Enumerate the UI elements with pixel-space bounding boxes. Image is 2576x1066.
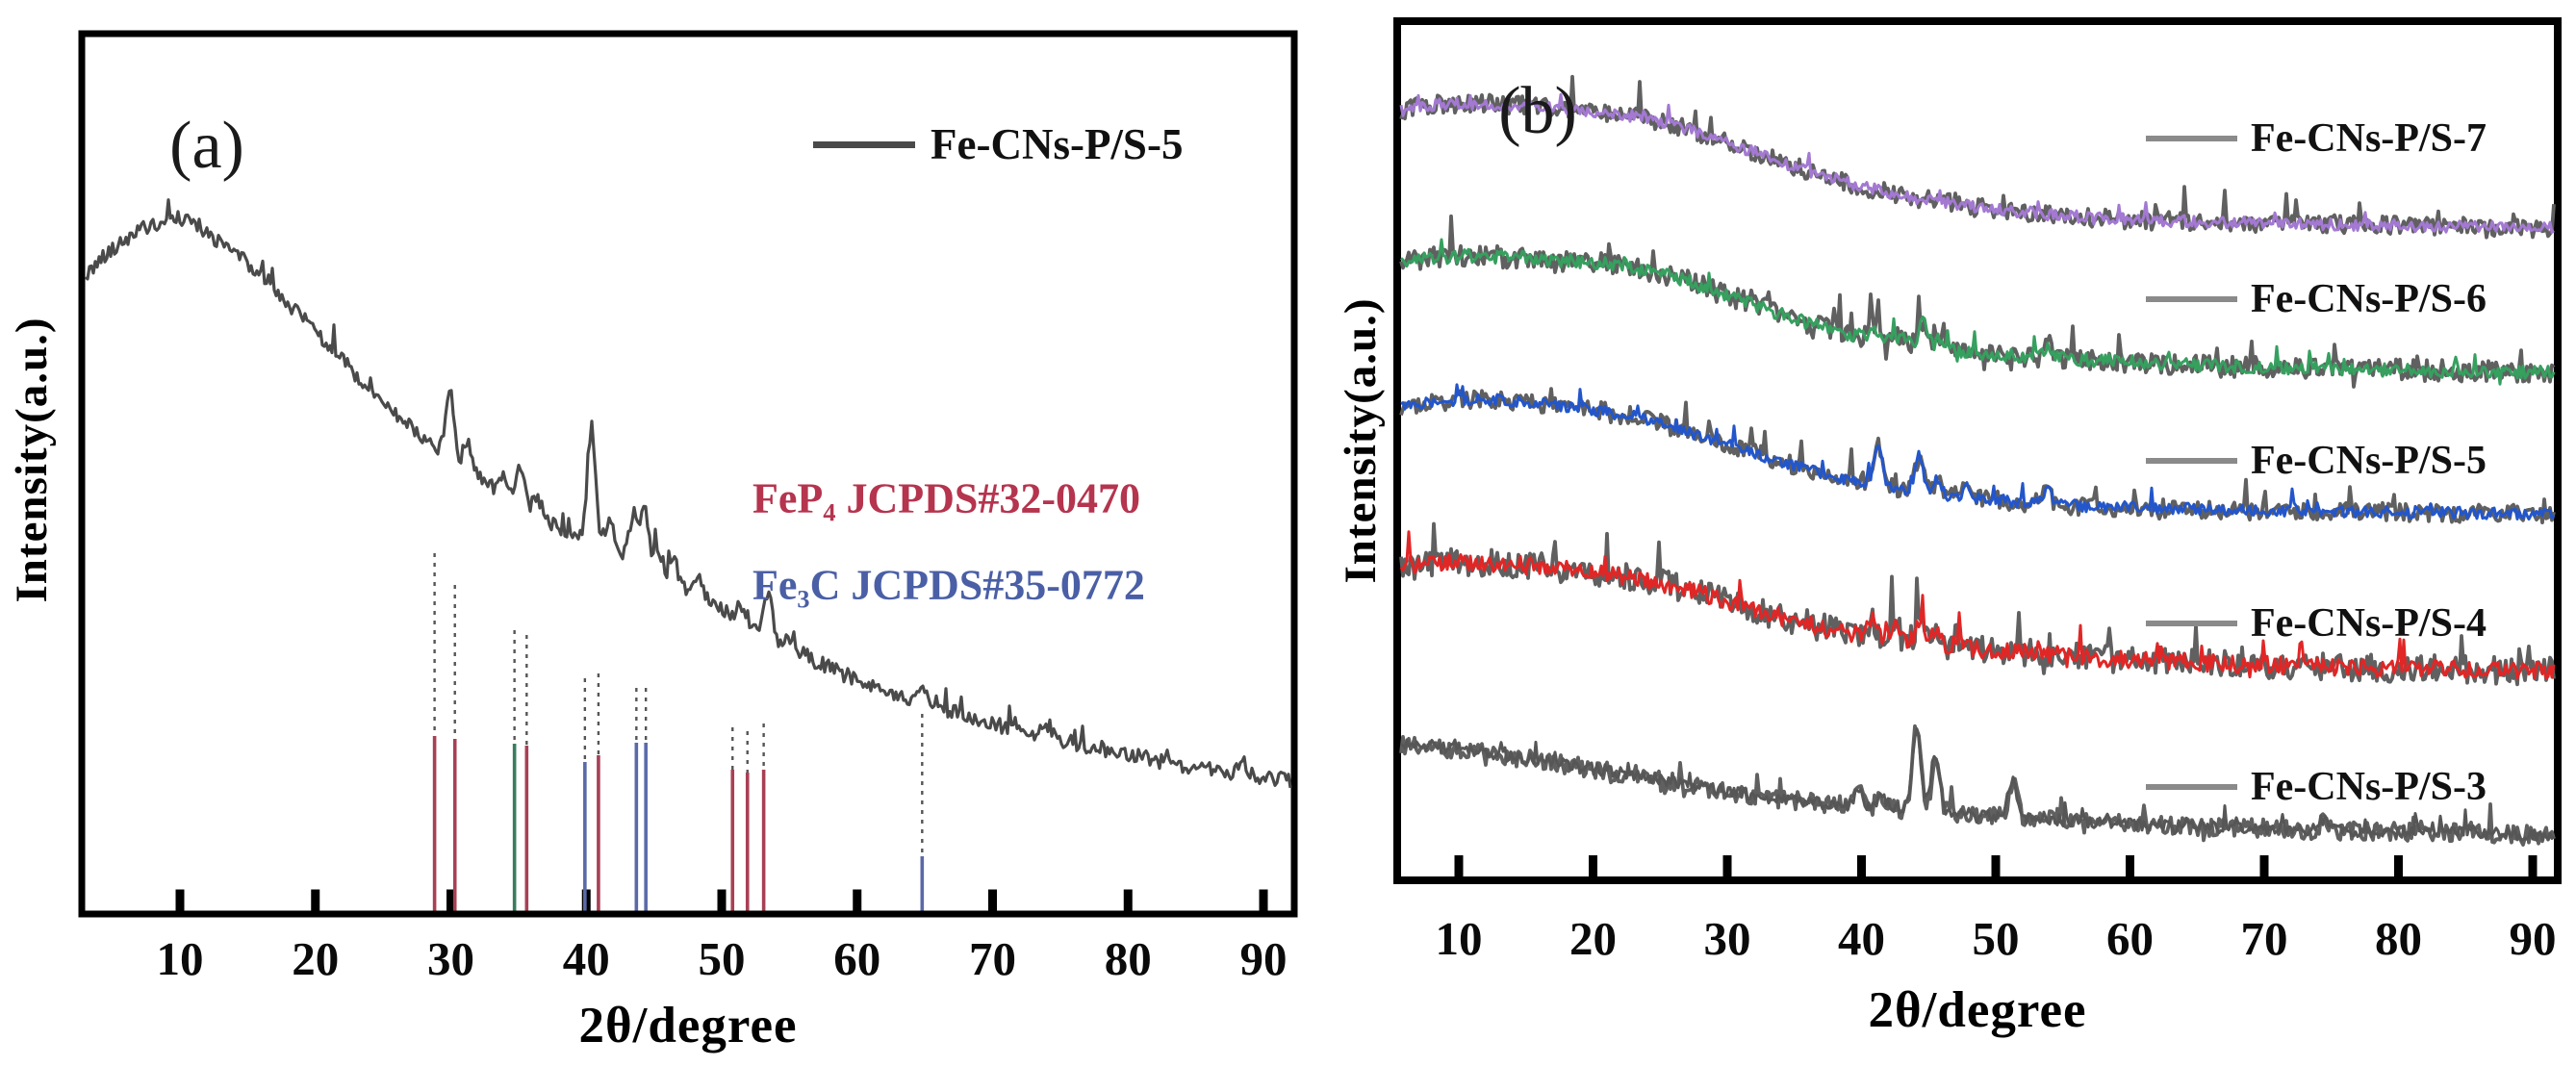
x-tick-label: 90 [2510, 912, 2557, 965]
xrd-curve-Fe-CNs-P/S-4 [1399, 530, 2556, 680]
reference-annotation-fe3c: Fe₃C JCPDS#35-0772 [752, 561, 1145, 609]
xrd-curve-Fe-CNs-P/S-3 [1400, 727, 2556, 842]
x-tick-label: 90 [1240, 932, 1288, 985]
x-tick [988, 889, 997, 911]
legend-label: Fe-CNs-P/S-5 [2251, 439, 2487, 483]
x-tick-label: 10 [157, 932, 204, 985]
legend-label: Fe-CNs-P/S-4 [2251, 601, 2487, 646]
x-tick-label: 30 [427, 932, 474, 985]
x-tick [2259, 855, 2269, 876]
plot-frame-b [1393, 17, 2562, 884]
xrd-curve-Fe-CNs-P/S-5 [84, 198, 1292, 789]
x-tick-label: 70 [2241, 912, 2288, 965]
legend-line-swatch [2146, 458, 2237, 464]
x-tick-label: 60 [2106, 912, 2154, 965]
panel-b-legend-entry-5: Fe-CNs-P/S-5 [2146, 438, 2487, 484]
panel-a-x-axis-label: 2θ/degree [578, 998, 798, 1053]
x-tick [2394, 855, 2403, 876]
x-tick-label: 10 [1436, 912, 1483, 965]
legend-line-swatch [2146, 296, 2237, 302]
panel-b-legend-entry-3: Fe-CNs-P/S-3 [2146, 764, 2487, 810]
x-tick-label: 40 [1838, 912, 1885, 965]
panel-b-x-axis-label: 2θ/degree [1868, 982, 2087, 1038]
panel-b-legend-entry-6: Fe-CNs-P/S-6 [2146, 276, 2487, 322]
x-tick [2528, 855, 2538, 876]
legend-line-swatch [813, 140, 915, 148]
plot-frame-a [78, 30, 1298, 918]
panel-b-legend-entry-7: Fe-CNs-P/S-7 [2146, 115, 2487, 162]
x-tick [1123, 889, 1133, 911]
x-tick-label: 50 [699, 932, 746, 985]
panel-a-label: (a) [169, 109, 244, 183]
panel-b-y-axis-label: Intensity(a.u.) [1336, 297, 1386, 584]
x-tick-label: 50 [1973, 912, 2020, 965]
x-tick [1991, 855, 2001, 876]
panel-a-y-axis-label: Intensity(a.u.) [7, 317, 57, 603]
x-tick [1454, 855, 1464, 876]
x-tick [1589, 855, 1597, 876]
x-tick-label: 80 [2375, 912, 2422, 965]
x-tick [446, 889, 455, 911]
xrd-panel-a: 10 20 30 40 50 60 70 80 90 [78, 30, 1298, 985]
x-tick-label: 20 [1569, 912, 1617, 965]
x-tick [175, 889, 185, 911]
x-tick-label: 20 [292, 932, 339, 985]
legend-line-swatch [2146, 784, 2237, 790]
legend-label: Fe-CNs-P/S-5 [931, 120, 1184, 168]
x-tick [853, 889, 862, 911]
x-tick [1722, 855, 1732, 876]
x-tick-label: 70 [969, 932, 1016, 985]
x-tick-label: 40 [563, 932, 610, 985]
xrd-curve-Fe-CNs-P/S-7 [1399, 92, 2555, 234]
reference-annotation-fep4: FeP₄ JCPDS#32-0470 [752, 474, 1141, 522]
panel-a-legend: Fe-CNs-P/S-5 [813, 119, 1183, 169]
legend-label: Fe-CNs-P/S-6 [2251, 277, 2487, 321]
x-tick-label: 30 [1704, 912, 1751, 965]
x-tick-label: 80 [1105, 932, 1152, 985]
panel-b-label: (b) [1498, 74, 1577, 148]
x-tick [1259, 889, 1268, 911]
xrd-curve-Fe-CNs-P/S-5 [1400, 383, 2556, 521]
xrd-panel-b: 10 20 30 40 50 60 70 80 90 [1393, 17, 2562, 965]
xrd-curve-Fe-CNs-P/S-6 [1400, 238, 2556, 386]
x-tick [311, 889, 320, 911]
x-tick [2126, 855, 2134, 876]
panel-b-legend-entry-4: Fe-CNs-P/S-4 [2146, 600, 2487, 647]
legend-label: Fe-CNs-P/S-7 [2251, 116, 2487, 161]
legend-line-swatch [2146, 621, 2237, 626]
legend-label: Fe-CNs-P/S-3 [2251, 765, 2487, 809]
x-tick [1857, 855, 1866, 876]
legend-line-swatch [2146, 136, 2237, 141]
x-tick-label: 60 [833, 932, 880, 985]
x-tick [717, 889, 727, 911]
